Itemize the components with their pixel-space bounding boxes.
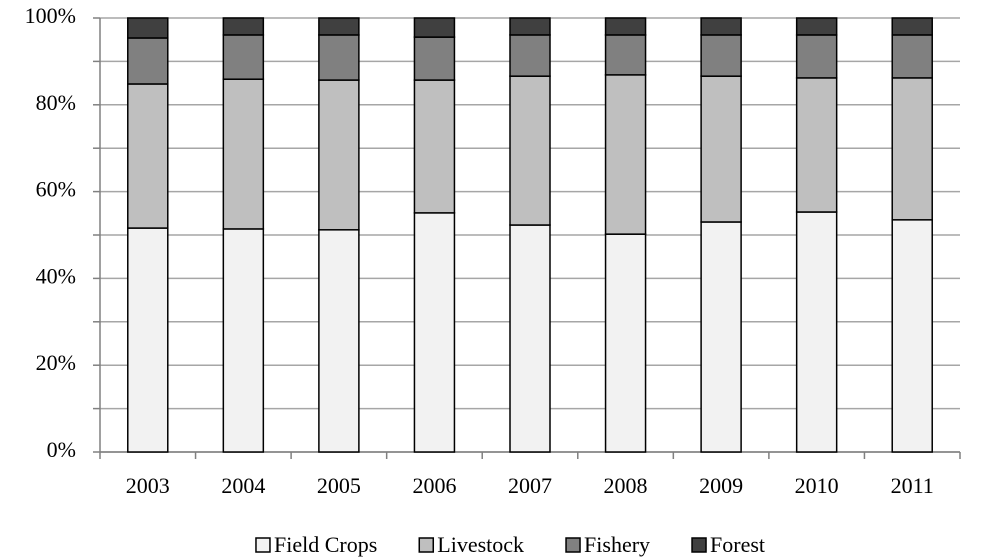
legend-label: Livestock (437, 532, 524, 557)
x-tick-label: 2008 (604, 473, 648, 498)
x-tick-label: 2004 (221, 473, 265, 498)
x-tick-label: 2003 (126, 473, 170, 498)
bar-segment (222, 34, 265, 80)
y-tick-label: 0% (47, 437, 76, 462)
legend-label: Fishery (584, 532, 650, 557)
legend-swatch (255, 537, 271, 553)
x-tick-label: 2006 (412, 473, 456, 498)
legend-swatch (418, 537, 435, 553)
bar-segment (413, 36, 456, 81)
bar-segment (700, 34, 742, 77)
bar-segment (604, 17, 647, 36)
bar-segment (413, 212, 456, 453)
y-tick-label: 60% (36, 177, 76, 202)
bar-segment (604, 74, 647, 235)
bar-segment (509, 17, 551, 36)
y-tick-label: 20% (36, 350, 76, 375)
bar-segment (509, 75, 551, 226)
y-tick-label: 80% (36, 90, 76, 115)
y-tick-label: 40% (36, 263, 76, 288)
bar-segment (222, 78, 265, 230)
x-tick-label: 2011 (891, 473, 934, 498)
bar-segment (413, 17, 456, 38)
bar-segment (795, 77, 838, 213)
bar-segment (891, 34, 933, 79)
bar-segment (700, 17, 742, 36)
x-tick-label: 2010 (795, 473, 839, 498)
bar-segment (700, 75, 742, 223)
legend-swatch (691, 537, 707, 553)
bar-segment (318, 34, 360, 81)
x-tick-label: 2009 (699, 473, 743, 498)
bar-segment (127, 17, 169, 39)
bar-segment (700, 221, 742, 453)
bar-segment (318, 17, 360, 36)
bar-segment (891, 77, 933, 221)
bar-segment (795, 34, 838, 79)
bar-segment (509, 34, 551, 77)
bar-segment (318, 229, 360, 453)
legend-swatch (565, 537, 581, 553)
bar-segment (127, 37, 169, 85)
bar-segment (127, 227, 169, 453)
legend-label: Forest (710, 532, 765, 557)
x-tick-label: 2005 (317, 473, 361, 498)
bar-segment (891, 17, 933, 36)
bar-segment (413, 79, 456, 214)
bar-segment (318, 79, 360, 231)
bar-segment (604, 233, 647, 453)
x-tick-label: 2007 (508, 473, 552, 498)
bar-segment (222, 228, 265, 453)
bar-segment (795, 17, 838, 36)
legend-label: Field Crops (274, 532, 377, 557)
bar-segment (509, 224, 551, 453)
bar-segment (604, 34, 647, 76)
bar-segment (795, 211, 838, 453)
y-tick-label: 100% (25, 3, 76, 28)
bar-segment (891, 219, 933, 453)
bar-segment (127, 83, 169, 229)
bar-segment (222, 17, 265, 36)
